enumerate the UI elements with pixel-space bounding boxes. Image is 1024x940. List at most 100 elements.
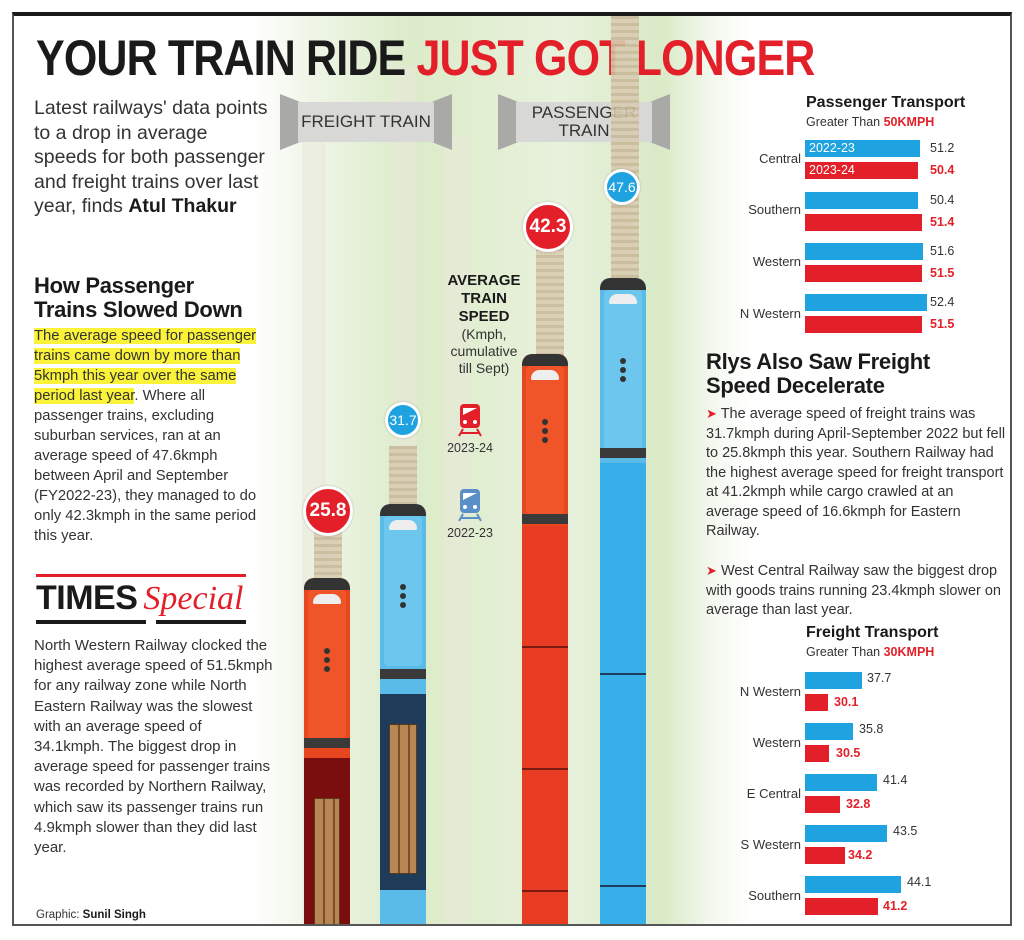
avg-label-line4: (Kmph,: [461, 326, 507, 342]
credit-label: Graphic:: [36, 909, 80, 921]
value-label: 37.7: [867, 671, 892, 685]
headline: YOUR TRAIN RIDE JUST GOT LONGER: [36, 30, 815, 86]
value-label: 41.2: [883, 899, 908, 913]
passenger-chart-subtitle: Greater Than 50KMPH: [806, 115, 934, 129]
freight-train-2022-23: [380, 504, 426, 924]
value-label: 30.5: [836, 746, 861, 760]
bar-central-2023: 2023-24: [805, 162, 918, 179]
passenger-heading-line2: Trains Slowed Down: [34, 297, 243, 322]
value-label: 50.4: [930, 163, 955, 177]
legend-label-2022: 2022-23: [447, 526, 493, 540]
train-icon: [458, 404, 482, 437]
passenger-train-sign: PASSENGER TRAIN: [498, 94, 670, 150]
value-label: 35.8: [859, 722, 884, 736]
avg-label-line5: cumulative: [450, 343, 518, 359]
freight-sign-label: FREIGHT TRAIN: [301, 112, 431, 131]
bar-western-2023: [805, 745, 829, 762]
legend-label-2023: 2023-24: [447, 441, 493, 455]
track-passenger-2023: [536, 241, 564, 361]
bar-southern-2022: [805, 876, 901, 893]
category-label: S Western: [740, 837, 801, 852]
logo-brand: TIMES: [36, 579, 138, 617]
freight-train-sign: FREIGHT TRAIN: [280, 94, 452, 150]
bar-central-2022: 2022-23: [805, 140, 920, 157]
value-label: 43.5: [893, 824, 918, 838]
avg-label-line1: AVERAGE: [447, 272, 521, 289]
avg-label-line6: till Sept): [458, 360, 510, 376]
value-label: 51.6: [930, 244, 955, 258]
value-label: 34.2: [848, 848, 873, 862]
passenger-sign-line2: TRAIN: [558, 121, 610, 140]
value-label: 30.1: [834, 695, 859, 709]
arrow-right-icon: ➤: [706, 563, 717, 578]
bar-nwestern-2023: [805, 316, 922, 333]
category-label: Western: [752, 735, 801, 750]
category-label: Southern: [748, 202, 801, 217]
subtitle-prefix: Greater Than: [806, 645, 881, 659]
passenger-body: The average speed for passenger trains c…: [34, 326, 274, 546]
legend-2022-23: 2022-23: [435, 488, 505, 540]
subtitle-highlight: 50KMPH: [883, 115, 935, 129]
freight-heading-line1: Rlys Also Saw Freight: [706, 349, 930, 374]
passenger-chart-title: Passenger Transport: [806, 94, 966, 111]
value-label: 50.4: [930, 193, 955, 207]
passenger-train-2023-24: [522, 354, 568, 924]
freight-chart-subtitle: Greater Than 30KMPH: [806, 645, 934, 659]
value-label: 41.4: [883, 773, 908, 787]
category-label: Western: [752, 254, 801, 269]
headline-part1: YOUR TRAIN RIDE: [36, 30, 406, 86]
bar-nwestern-2022: [805, 672, 862, 689]
category-label: N Western: [739, 684, 801, 699]
bar-ecentral-2022: [805, 774, 877, 791]
category-label: Southern: [748, 888, 801, 903]
badge-freight-2023: 25.8: [303, 486, 353, 536]
logo-rule-bottom: [36, 620, 246, 624]
bar-western-2022: [805, 723, 853, 740]
value-label: 51.2: [930, 141, 955, 155]
logo-tag: Special: [143, 580, 244, 617]
bar-ecentral-2023: [805, 796, 840, 813]
bar-nwestern-2023: [805, 694, 828, 711]
value-label: 32.8: [846, 797, 871, 811]
bar-swestern-2022: [805, 825, 887, 842]
badge-freight-2022: 31.7: [385, 402, 421, 438]
freight-bullet-2-text: West Central Railway saw the biggest dro…: [706, 563, 1001, 618]
freight-heading: Rlys Also Saw Freight Speed Decelerate: [706, 350, 1006, 398]
badge-passenger-2022: 47.6: [604, 169, 640, 205]
times-body: North Western Railway clocked the highes…: [34, 637, 273, 857]
category-label: Central: [759, 151, 801, 166]
bar-western-2022: [805, 243, 923, 260]
bar-southern-2023: [805, 214, 922, 231]
average-speed-label: AVERAGE TRAIN SPEED (Kmph, cumulative ti…: [434, 272, 534, 377]
subtitle-highlight: 30KMPH: [883, 645, 935, 659]
freight-bullet-1: ➤ The average speed of freight trains wa…: [706, 404, 1006, 542]
intro-text: Latest railways' data points to a drop i…: [34, 96, 274, 219]
graphic-credit: Graphic: Sunil Singh: [36, 909, 146, 921]
value-label: 51.5: [930, 317, 955, 331]
passenger-sign-line1: PASSENGER: [531, 103, 637, 122]
legend-2023-24: 2023-24: [435, 403, 505, 455]
freight-bullet-2: ➤ West Central Railway saw the biggest d…: [706, 561, 1006, 621]
track-passenger-2022: [611, 16, 639, 286]
intro-body: Latest railways' data points to a drop i…: [34, 97, 268, 217]
bar-nwestern-2022: [805, 294, 927, 311]
bar-swestern-2023: [805, 847, 845, 864]
value-label: 52.4: [930, 295, 955, 309]
bar-western-2023: [805, 265, 922, 282]
credit-name: Sunil Singh: [82, 909, 146, 921]
freight-chart-title: Freight Transport: [806, 624, 939, 641]
freight-bullet-1-text: The average speed of freight trains was …: [706, 406, 1006, 539]
times-special-logo: TIMES Special: [36, 574, 246, 624]
category-label: N Western: [739, 306, 801, 321]
passenger-train-2022-23: [600, 278, 646, 924]
avg-label-line3: SPEED: [458, 308, 510, 325]
bar-southern-2022: [805, 192, 918, 209]
category-label: E Central: [746, 786, 801, 801]
value-label: 44.1: [907, 875, 932, 889]
train-icon: [458, 489, 482, 522]
passenger-heading-line1: How Passenger: [34, 273, 194, 298]
logo-rule-top: [36, 574, 246, 577]
avg-label-line2: TRAIN: [461, 290, 507, 307]
passenger-body-text: . Where all passenger trains, excluding …: [34, 388, 257, 544]
bar-southern-2023: [805, 898, 878, 915]
